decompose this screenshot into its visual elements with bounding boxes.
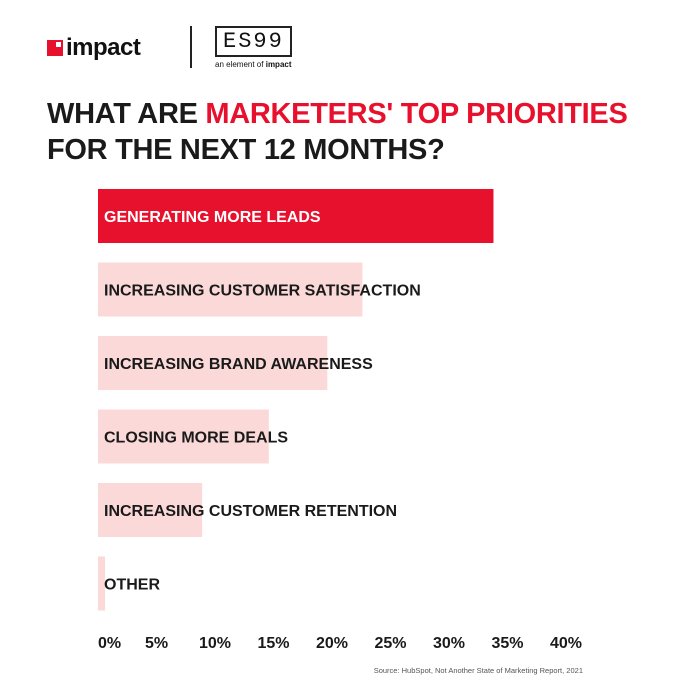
title-part1: WHAT ARE	[47, 98, 206, 130]
bar-label-4: INCREASING CUSTOMER RETENTION	[104, 503, 397, 520]
x-tick-label-3: 15%	[257, 635, 289, 652]
x-tick-label-1: 5%	[145, 635, 168, 652]
bar-label-0: GENERATING MORE LEADS	[104, 209, 321, 226]
bar-1	[98, 262, 363, 317]
x-tick-label-4: 20%	[316, 635, 348, 652]
logo-divider	[190, 26, 192, 68]
bar-label-2: INCREASING BRAND AWARENESS	[104, 356, 373, 373]
x-tick-label-0: 0%	[98, 635, 121, 652]
bar-4	[98, 483, 203, 537]
bar-0	[98, 189, 494, 243]
es99-logo-text: ES99	[215, 26, 292, 57]
x-tick-label-2: 10%	[199, 635, 231, 652]
chart-title: WHAT ARE MARKETERS' TOP PRIORITIES FOR T…	[47, 96, 647, 168]
impact-logo: impact	[47, 34, 141, 62]
es99-tagline: an element of impact	[215, 60, 292, 69]
x-tick-label-8: 40%	[550, 635, 582, 652]
source-note: Source: HubSpot, Not Another State of Ma…	[373, 666, 583, 675]
title-part2: FOR THE NEXT 12 MONTHS?	[47, 134, 445, 166]
es99-logo: ES99 an element of impact	[215, 26, 292, 69]
bar-2	[98, 336, 328, 390]
es99-tagline-prefix: an element of	[215, 60, 264, 69]
impact-logo-mark-icon	[47, 40, 63, 56]
impact-logo-text: impact	[66, 34, 141, 61]
x-tick-label-5: 25%	[374, 635, 406, 652]
bar-label-3: CLOSING MORE DEALS	[104, 430, 288, 447]
bar-label-5: OTHER	[104, 577, 160, 594]
x-tick-label-7: 35%	[491, 635, 523, 652]
es99-tagline-brand: impact	[265, 60, 292, 69]
bar-5	[98, 556, 106, 611]
bar-label-1: INCREASING CUSTOMER SATISFACTION	[104, 283, 421, 300]
bar-3	[98, 409, 269, 464]
title-accent: MARKETERS' TOP PRIORITIES	[205, 98, 628, 130]
x-tick-label-6: 30%	[433, 635, 465, 652]
